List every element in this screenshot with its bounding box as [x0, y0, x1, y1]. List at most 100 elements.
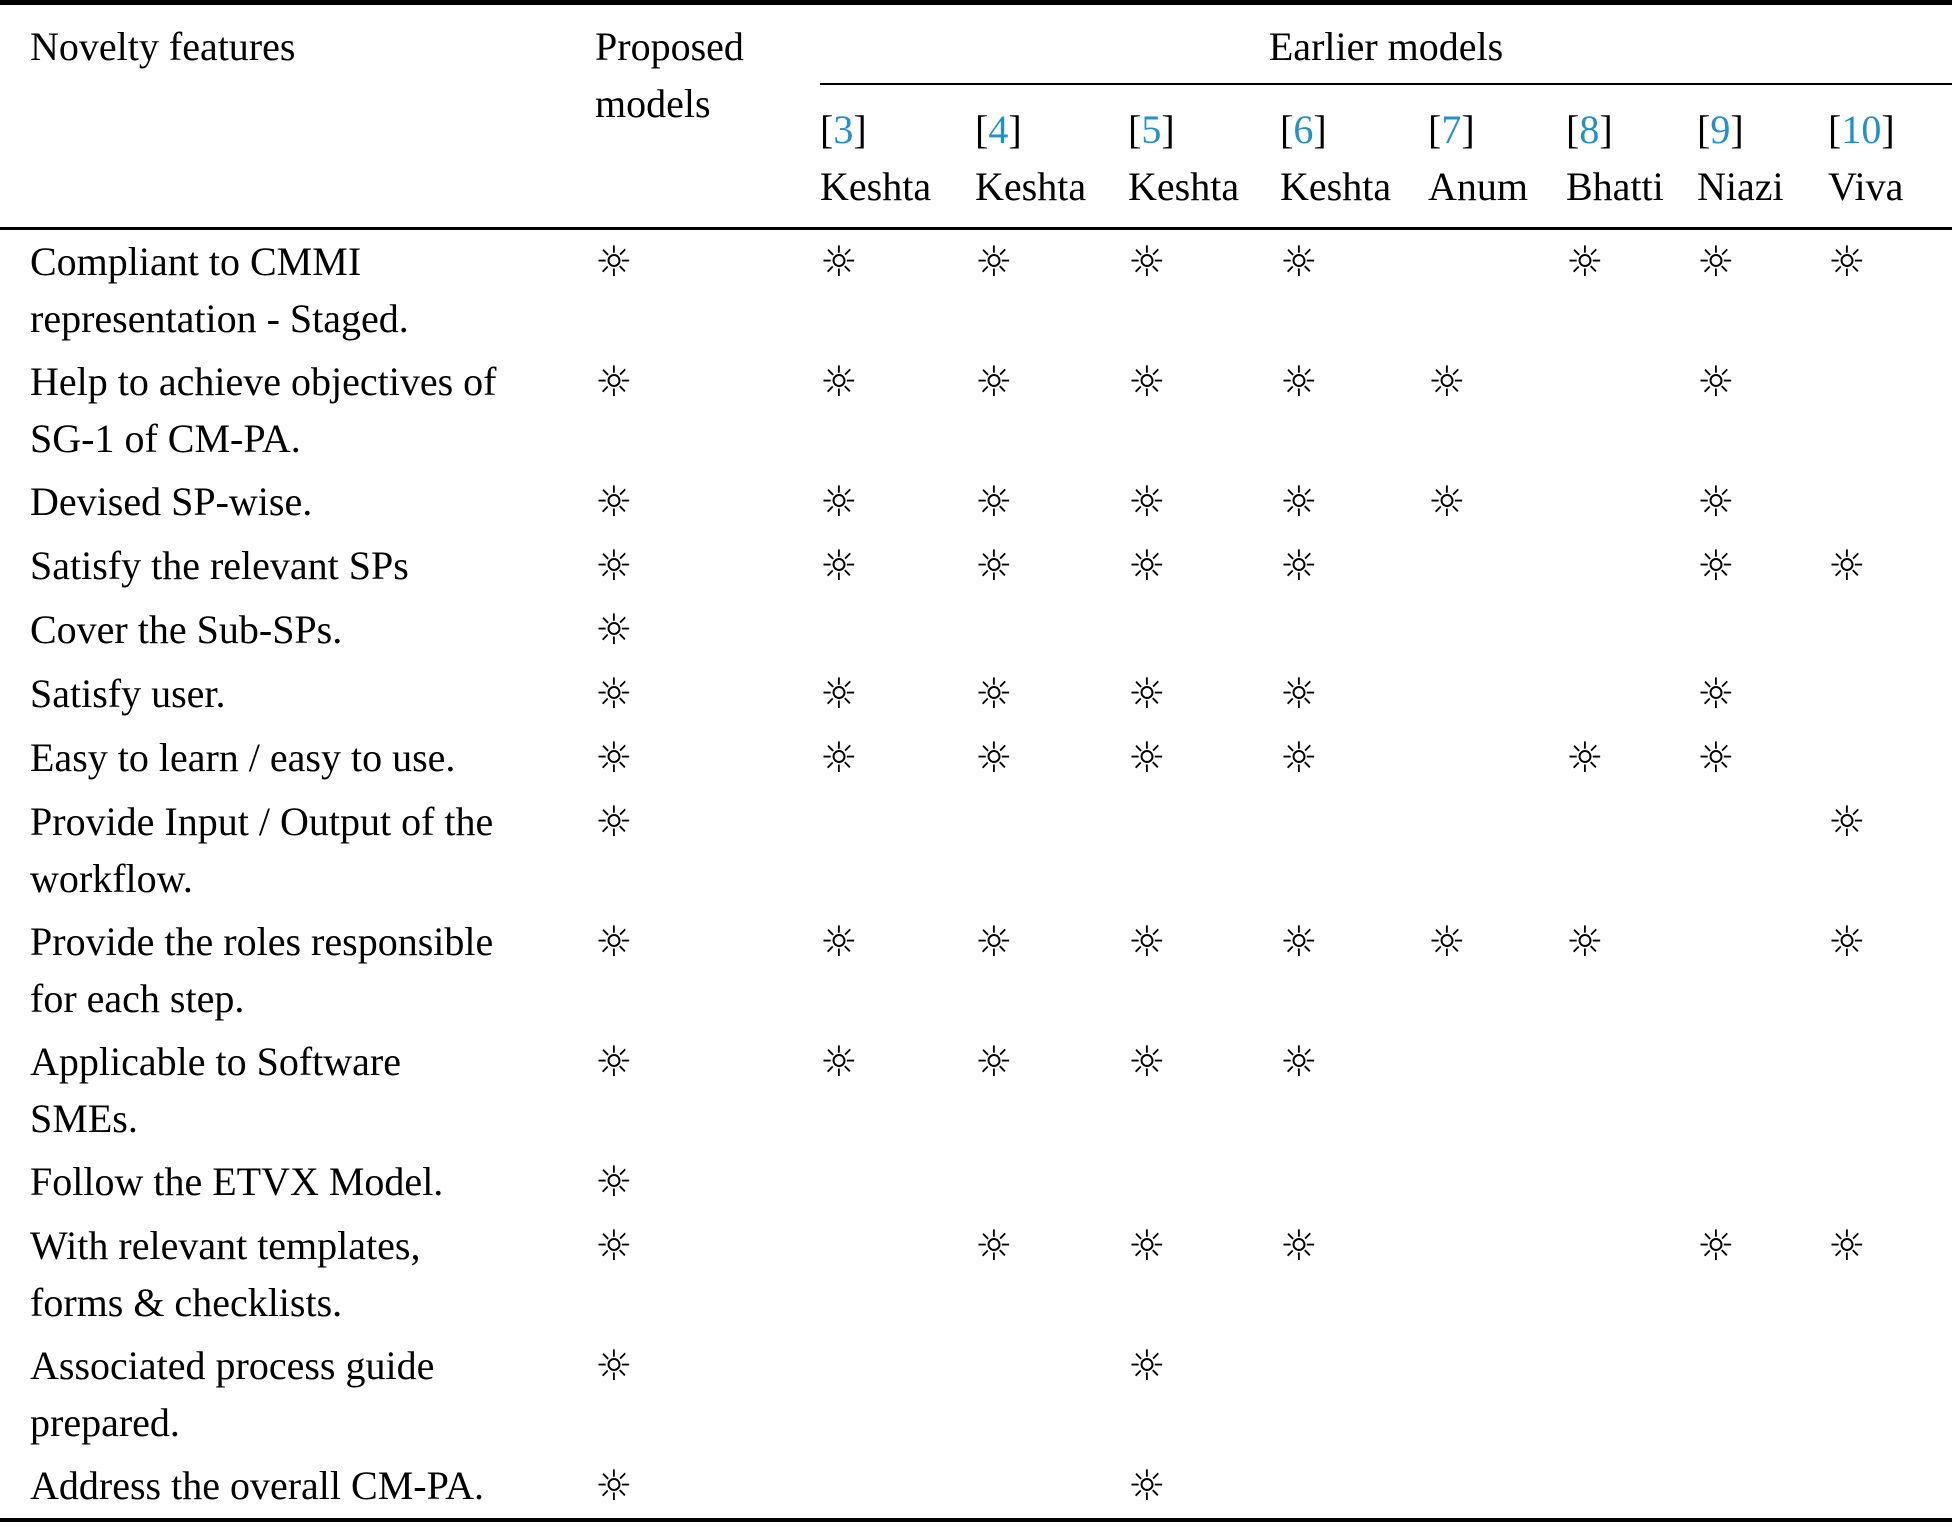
citation-header-cell: [8] Bhatti — [1566, 84, 1697, 230]
mark-cell — [1566, 598, 1697, 662]
citation-ref: [4] — [975, 101, 1128, 158]
citation-ref: [3] — [820, 101, 975, 158]
sun-icon: ☼ — [595, 733, 633, 782]
feature-row: With relevant templates, forms & checkli… — [0, 1214, 1952, 1334]
bracket-close: ] — [1313, 107, 1327, 152]
sun-icon: ☼ — [820, 357, 858, 406]
bracket-open: [ — [1828, 107, 1842, 152]
mark-cell — [1566, 662, 1697, 726]
sun-icon: ☼ — [1697, 669, 1735, 718]
citation-link[interactable]: 7 — [1441, 107, 1462, 152]
mark-cell: ☼ — [1280, 1214, 1428, 1334]
mark-cell — [1828, 1030, 1952, 1150]
sun-icon: ☼ — [1280, 237, 1318, 286]
sun-icon: ☼ — [975, 733, 1013, 782]
mark-cell: ☼ — [975, 726, 1128, 790]
author-name: Viva — [1828, 164, 1904, 209]
sun-icon: ☼ — [1428, 477, 1466, 526]
bracket-open: [ — [1697, 107, 1711, 152]
bracket-close: ] — [1008, 107, 1022, 152]
feature-row: Provide Input / Output of the workflow. ☼… — [0, 790, 1952, 910]
sun-icon: ☼ — [1128, 1037, 1166, 1086]
mark-cell — [1128, 790, 1280, 910]
citation-link[interactable]: 8 — [1579, 107, 1600, 152]
mark-cell — [1428, 662, 1566, 726]
author-name: Bhatti — [1566, 164, 1664, 209]
citation-link[interactable]: 3 — [833, 107, 854, 152]
author-name: Keshta — [1280, 164, 1392, 209]
mark-cell — [820, 790, 975, 910]
earlier-models-group-header: Earlier models — [820, 2, 1952, 85]
mark-cell — [1566, 1150, 1697, 1214]
mark-cell — [1828, 1150, 1952, 1214]
mark-cell: ☼ — [975, 229, 1128, 351]
citation-link[interactable]: 9 — [1710, 107, 1731, 152]
mark-cell: ☼ — [820, 229, 975, 351]
mark-cell: ☼ — [595, 598, 820, 662]
sun-icon: ☼ — [595, 541, 633, 590]
mark-cell: ☼ — [1280, 910, 1428, 1030]
mark-cell — [1428, 790, 1566, 910]
citation-header-cell: [4] Keshta — [975, 84, 1128, 230]
sun-icon: ☼ — [595, 477, 633, 526]
mark-cell: ☼ — [1128, 726, 1280, 790]
bracket-close: ] — [1461, 107, 1475, 152]
mark-cell: ☼ — [1128, 910, 1280, 1030]
mark-cell — [1566, 790, 1697, 910]
feature-cell: Provide Input / Output of the workflow. — [30, 799, 494, 901]
feature-row: Satisfy user. ☼ ☼ ☼ ☼ ☼ ☼ — [0, 662, 1952, 726]
mark-cell: ☼ — [1697, 350, 1828, 470]
author-name: Keshta — [820, 164, 932, 209]
citation-link[interactable]: 6 — [1293, 107, 1314, 152]
mark-cell: ☼ — [595, 1454, 820, 1520]
mark-cell — [1828, 1334, 1952, 1454]
sun-icon: ☼ — [975, 357, 1013, 406]
feature-row: Provide the roles responsible for each s… — [0, 910, 1952, 1030]
mark-cell — [1828, 598, 1952, 662]
mark-cell — [1828, 726, 1952, 790]
sun-icon: ☼ — [975, 917, 1013, 966]
mark-cell — [975, 790, 1128, 910]
feature-cell: Satisfy the relevant SPs — [30, 543, 409, 588]
sun-icon: ☼ — [1697, 237, 1735, 286]
sun-icon: ☼ — [1280, 917, 1318, 966]
mark-cell — [1828, 1454, 1952, 1520]
feature-cell: Cover the Sub-SPs. — [30, 607, 343, 652]
mark-cell: ☼ — [1280, 470, 1428, 534]
feature-row: Follow the ETVX Model. ☼ — [0, 1150, 1952, 1214]
citation-link[interactable]: 5 — [1141, 107, 1162, 152]
feature-cell: Associated process guide prepared. — [30, 1343, 435, 1445]
feature-row: Easy to learn / easy to use. ☼ ☼ ☼ ☼ ☼ ☼ ☼ — [0, 726, 1952, 790]
citation-header-cell: [6] Keshta — [1280, 84, 1428, 230]
citation-link[interactable]: 4 — [988, 107, 1009, 152]
bracket-open: [ — [1128, 107, 1142, 152]
header-group-row: Novelty features Proposed models Earlier… — [0, 2, 1952, 230]
sun-icon: ☼ — [1128, 733, 1166, 782]
sun-icon: ☼ — [1280, 1037, 1318, 1086]
sun-icon: ☼ — [1280, 541, 1318, 590]
mark-cell — [1566, 470, 1697, 534]
mark-cell: ☼ — [595, 1214, 820, 1334]
feature-cell: Compliant to CMMI representation - Stage… — [30, 239, 409, 341]
mark-cell — [1566, 1030, 1697, 1150]
sun-icon: ☼ — [595, 237, 633, 286]
mark-cell: ☼ — [595, 910, 820, 1030]
citation-header-cell: [7] Anum — [1428, 84, 1566, 230]
mark-cell: ☼ — [1697, 726, 1828, 790]
mark-cell — [1428, 534, 1566, 598]
earlier-models-label: Earlier models — [1268, 24, 1504, 69]
mark-cell — [820, 1454, 975, 1520]
mark-cell — [820, 1334, 975, 1454]
bracket-close: ] — [1599, 107, 1613, 152]
mark-cell: ☼ — [1280, 229, 1428, 351]
sun-icon: ☼ — [1697, 1221, 1735, 1270]
mark-cell — [1280, 1454, 1428, 1520]
mark-cell — [1697, 790, 1828, 910]
citation-link[interactable]: 10 — [1841, 107, 1882, 152]
mark-cell: ☼ — [1128, 1214, 1280, 1334]
mark-cell — [1566, 1454, 1697, 1520]
sun-icon: ☼ — [1128, 477, 1166, 526]
sun-icon: ☼ — [820, 477, 858, 526]
mark-cell: ☼ — [1280, 1030, 1428, 1150]
feature-row: Devised SP-wise. ☼ ☼ ☼ ☼ ☼ ☼ ☼ — [0, 470, 1952, 534]
